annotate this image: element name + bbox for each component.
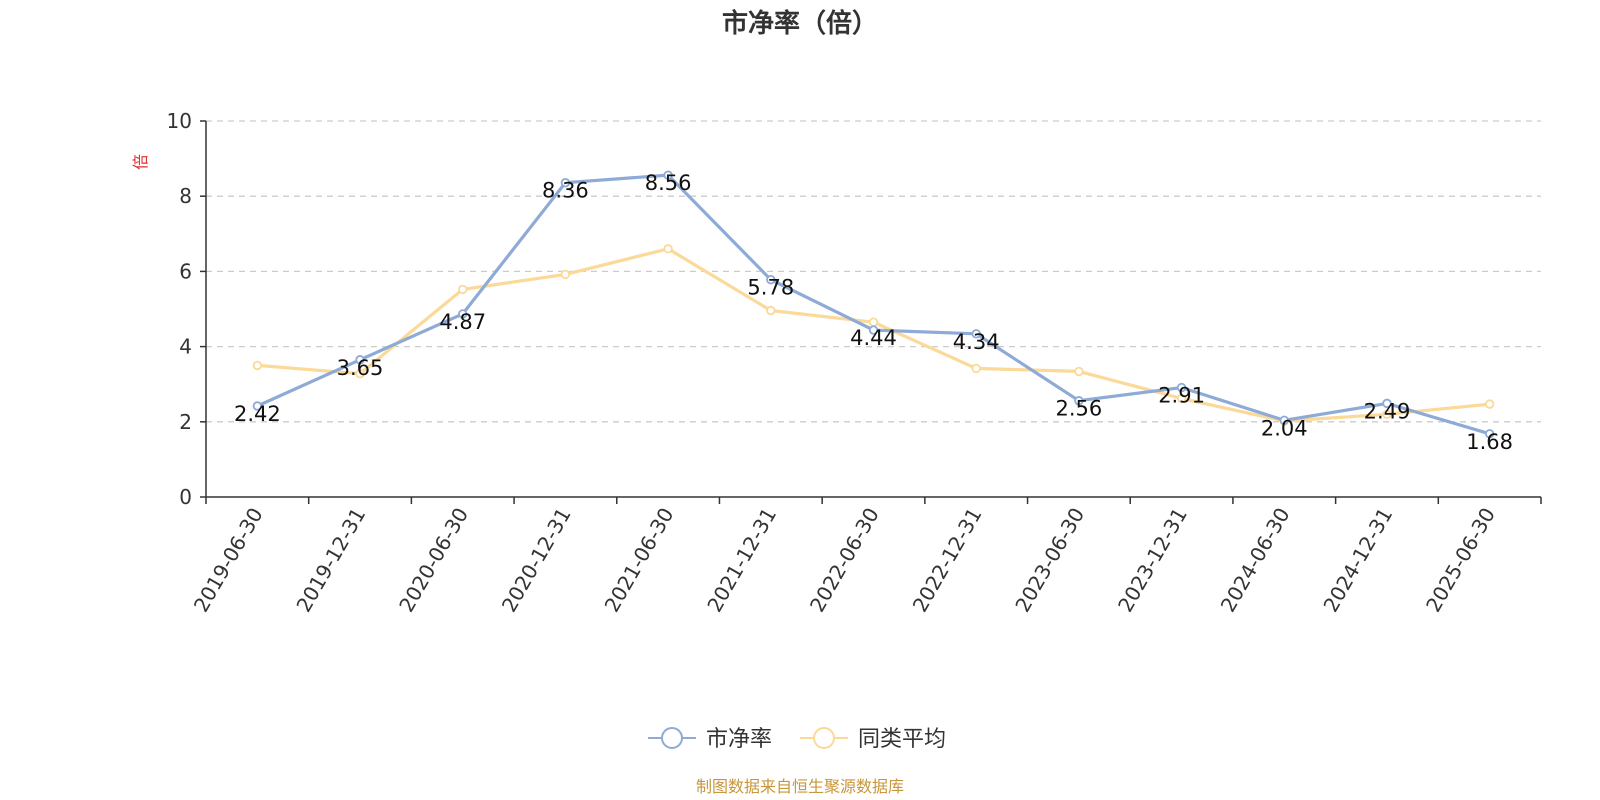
data-point[interactable] [1176,393,1187,404]
series-lines [256,173,1491,436]
data-point[interactable] [971,329,981,339]
x-tick-label: 2023-12-31 [1113,504,1192,617]
data-point[interactable] [252,360,263,371]
data-point[interactable] [766,274,776,285]
chart-title: 市净率（倍） [722,8,878,39]
y-tick-label: 6 [179,259,192,283]
series-points [252,170,1495,439]
data-point[interactable] [252,401,263,411]
x-tick-label: 2024-12-31 [1318,504,1397,617]
data-point[interactable] [355,355,365,365]
x-tick-label: 2019-06-30 [189,504,268,617]
legend: 市净率 同类平均 [648,727,946,752]
data-source-note: 制图数据来自恒生聚源数据库 [696,777,904,796]
data-point[interactable] [458,309,468,319]
data-point[interactable] [560,177,571,188]
data-label: 2.04 [1261,416,1308,440]
data-point[interactable] [1484,399,1495,409]
x-tick-label: 2025-06-30 [1421,504,1500,617]
data-point[interactable] [355,368,365,379]
data-label: 3.65 [337,356,384,380]
data-point[interactable] [1074,396,1084,406]
x-tick-label: 2022-12-31 [908,504,987,617]
data-labels: 2.42 3.65 4.87 8.36 8.56 5.78 4.44 4.34 2.56 2.91… [234,171,1513,454]
axes [200,120,1542,504]
data-label: 4.87 [439,310,486,334]
legend-item-peer-average[interactable]: 同类平均 [800,727,946,752]
legend-pb-label: 市净率 [706,727,772,752]
y-tick-label: 8 [179,184,192,208]
data-point[interactable] [1382,409,1392,419]
data-label: 8.56 [645,171,692,195]
x-tick-labels: 2019-06-30 2019-12-31 2020-06-30 2020-12-31… [189,504,1500,617]
data-label: 2.42 [234,402,281,426]
y-tick-label: 4 [179,335,192,359]
legend-pb-circle-icon [661,727,683,749]
data-point[interactable] [1484,429,1495,439]
data-point[interactable] [663,170,673,180]
data-label: 2.91 [1158,384,1205,408]
data-point[interactable] [1176,382,1187,393]
x-tick-label: 2021-12-31 [702,504,781,617]
data-point[interactable] [663,244,673,254]
legend-peer-circle-icon [813,727,835,749]
data-point[interactable] [971,363,981,374]
x-tick-label: 2024-06-30 [1216,504,1295,617]
data-point[interactable] [560,269,571,280]
x-tick-label: 2020-06-30 [394,504,473,617]
data-point[interactable] [1279,415,1289,425]
data-label: 2.56 [1056,397,1103,421]
data-point[interactable] [458,284,468,295]
grid-lines [206,120,1541,423]
x-tick-label: 2021-06-30 [600,504,679,617]
x-tick-label: 2022-06-30 [805,504,884,617]
y-tick-label: 0 [179,485,192,509]
data-point[interactable] [868,317,879,327]
data-label: 1.68 [1466,430,1513,454]
data-label: 4.34 [953,330,1000,354]
x-tick-label: 2020-12-31 [497,504,576,617]
y-tick-labels: 0 2 4 6 8 10 [167,109,192,509]
data-point[interactable] [1074,366,1084,377]
y-tick-label: 10 [167,109,192,133]
data-point[interactable] [766,305,776,316]
y-axis-unit-label: 倍 [131,154,150,170]
data-label: 4.44 [850,326,897,350]
data-point[interactable] [868,325,879,335]
data-point[interactable] [1382,398,1392,409]
x-tick-label: 2019-12-31 [291,504,370,617]
legend-peer-label: 同类平均 [858,727,946,752]
x-tick-label: 2023-06-30 [1010,504,1089,617]
legend-item-pb[interactable]: 市净率 [648,727,772,752]
y-tick-label: 2 [179,410,192,434]
data-label: 8.36 [542,179,589,203]
data-label: 2.49 [1364,399,1411,423]
data-label: 5.78 [747,276,794,300]
